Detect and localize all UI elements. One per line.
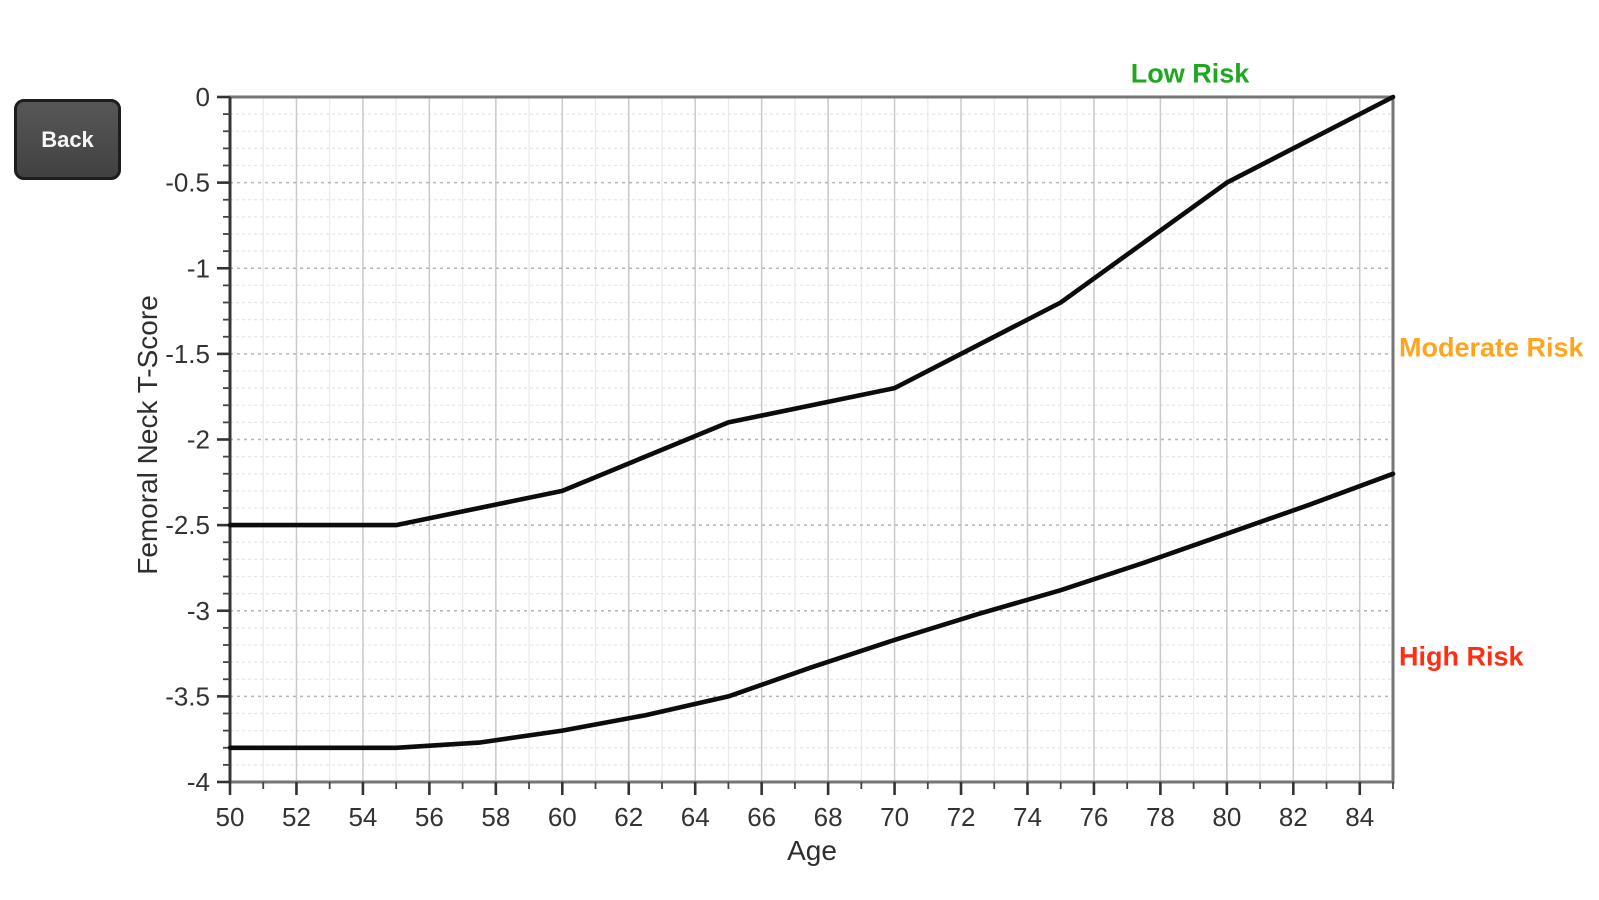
- x-tick-label: 68: [814, 802, 843, 832]
- lower-boundary-curve: [227, 471, 1396, 751]
- y-tick-label: -4: [187, 767, 210, 797]
- moderate-risk-zone-label: Moderate Risk: [1399, 332, 1584, 363]
- high-risk-zone-label: High Risk: [1399, 641, 1524, 672]
- low-risk-zone-label: Low Risk: [1130, 58, 1250, 89]
- x-tick-label: 58: [481, 802, 510, 832]
- x-tick-label: 70: [880, 802, 909, 832]
- x-tick-label: 72: [947, 802, 976, 832]
- y-tick-label: -3.5: [165, 681, 210, 711]
- y-tick-label: 0: [196, 82, 210, 112]
- x-axis-label: Age: [787, 835, 837, 866]
- x-tick-label: 82: [1279, 802, 1308, 832]
- y-tick-label: -2: [187, 425, 210, 455]
- y-tick-label: -1: [187, 253, 210, 283]
- x-tick-label: 60: [548, 802, 577, 832]
- y-tick-label: -1.5: [165, 339, 210, 369]
- x-tick-label: 64: [681, 802, 710, 832]
- x-tick-label: 66: [747, 802, 776, 832]
- x-tick-label: 50: [216, 802, 245, 832]
- y-tick-label: -3: [187, 596, 210, 626]
- x-tick-label: 54: [348, 802, 377, 832]
- y-tick-label: -2.5: [165, 510, 210, 540]
- x-tick-label: 80: [1212, 802, 1241, 832]
- upper-boundary-curve: [227, 94, 1396, 528]
- y-tick-label: -0.5: [165, 168, 210, 198]
- back-button[interactable]: Back: [14, 99, 121, 180]
- x-tick-label: 76: [1079, 802, 1108, 832]
- x-tick-label: 84: [1345, 802, 1374, 832]
- x-tick-label: 74: [1013, 802, 1042, 832]
- y-axis-label: Femoral Neck T-Score: [132, 295, 163, 575]
- x-tick-label: 78: [1146, 802, 1175, 832]
- x-tick-label: 62: [614, 802, 643, 832]
- x-tick-label: 52: [282, 802, 311, 832]
- x-tick-label: 56: [415, 802, 444, 832]
